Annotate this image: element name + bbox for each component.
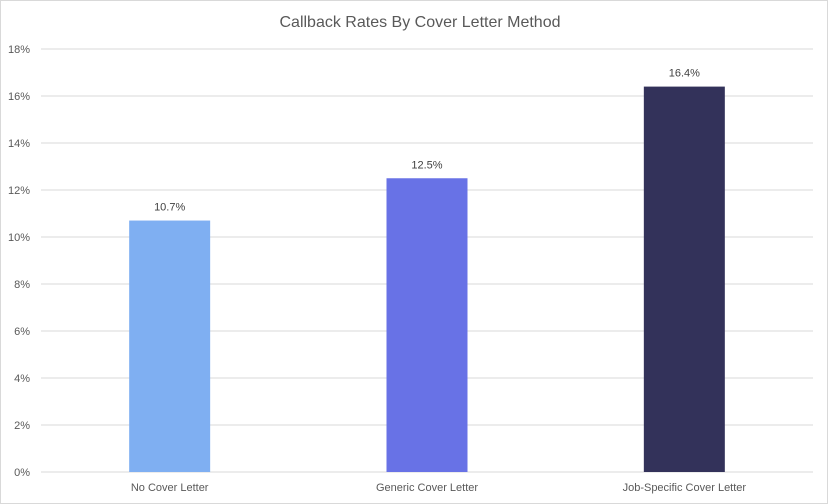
bar (386, 178, 468, 472)
y-tick-label: 10% (8, 232, 30, 244)
x-tick-label: Generic Cover Letter (376, 482, 478, 494)
data-label: 16.4% (669, 68, 700, 80)
y-tick-label: 0% (14, 467, 30, 479)
y-tick-label: 18% (8, 44, 30, 56)
x-tick-label: No Cover Letter (131, 482, 209, 494)
y-tick-label: 6% (14, 326, 30, 338)
y-tick-label: 14% (8, 138, 30, 150)
bar (129, 220, 211, 472)
x-tick-label: Job-Specific Cover Letter (623, 482, 747, 494)
chart-title: Callback Rates By Cover Letter Method (279, 14, 560, 31)
data-label: 10.7% (154, 202, 185, 214)
y-tick-label: 4% (14, 373, 30, 385)
y-tick-label: 2% (14, 420, 30, 432)
y-tick-label: 16% (8, 91, 30, 103)
data-label: 12.5% (411, 159, 442, 171)
y-tick-label: 12% (8, 185, 30, 197)
y-tick-label: 8% (14, 279, 30, 291)
bar (643, 86, 725, 472)
